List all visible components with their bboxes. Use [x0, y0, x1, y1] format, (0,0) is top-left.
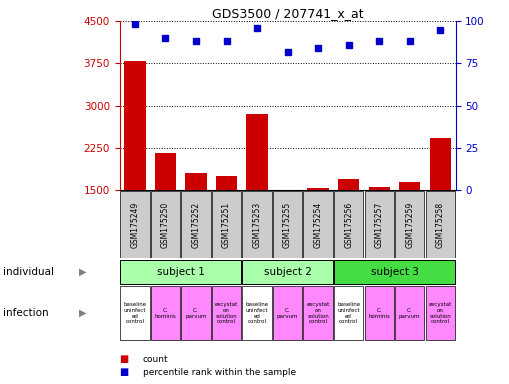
- Bar: [273, 286, 302, 340]
- Title: GDS3500 / 207741_x_at: GDS3500 / 207741_x_at: [212, 7, 363, 20]
- Bar: [426, 286, 455, 340]
- Bar: [334, 286, 363, 340]
- Text: GSM175253: GSM175253: [252, 201, 262, 248]
- Text: GSM175255: GSM175255: [283, 201, 292, 248]
- Text: subject 1: subject 1: [157, 267, 205, 277]
- Bar: [181, 286, 211, 340]
- Text: GSM175256: GSM175256: [344, 201, 353, 248]
- Bar: [430, 138, 451, 190]
- Bar: [120, 191, 150, 258]
- Bar: [242, 191, 272, 258]
- Text: baseline
uninfect
ed
control: baseline uninfect ed control: [245, 302, 269, 324]
- Text: GSM175258: GSM175258: [436, 201, 445, 248]
- Bar: [155, 154, 176, 190]
- Text: GSM175251: GSM175251: [222, 201, 231, 248]
- Text: excystat
on
solution
control: excystat on solution control: [215, 302, 238, 324]
- Text: infection: infection: [3, 308, 48, 318]
- Text: GSM175254: GSM175254: [314, 201, 323, 248]
- Text: GSM175250: GSM175250: [161, 201, 170, 248]
- Bar: [364, 191, 394, 258]
- Bar: [395, 286, 425, 340]
- Text: ▶: ▶: [79, 267, 87, 277]
- Text: excystat
on
solution
control: excystat on solution control: [306, 302, 330, 324]
- Bar: [120, 260, 241, 284]
- Bar: [216, 176, 237, 190]
- Text: individual: individual: [3, 267, 53, 277]
- Bar: [364, 286, 394, 340]
- Text: ▶: ▶: [79, 308, 87, 318]
- Text: C.
hominis: C. hominis: [155, 308, 176, 319]
- Bar: [338, 179, 359, 190]
- Text: percentile rank within the sample: percentile rank within the sample: [143, 368, 296, 377]
- Bar: [212, 286, 241, 340]
- Text: excystat
on
solution
control: excystat on solution control: [429, 302, 452, 324]
- Text: GSM175252: GSM175252: [191, 201, 201, 248]
- Bar: [399, 182, 420, 190]
- Bar: [246, 114, 268, 190]
- Text: C.
hominis: C. hominis: [369, 308, 390, 319]
- Bar: [395, 191, 425, 258]
- Text: GSM175249: GSM175249: [130, 201, 139, 248]
- Bar: [124, 61, 146, 190]
- Bar: [242, 286, 272, 340]
- Text: ■: ■: [120, 367, 129, 377]
- Text: C.
parvum: C. parvum: [277, 308, 298, 319]
- Text: GSM175259: GSM175259: [405, 201, 414, 248]
- Bar: [369, 187, 390, 190]
- Bar: [242, 260, 333, 284]
- Bar: [334, 260, 455, 284]
- Bar: [303, 286, 333, 340]
- Text: subject 2: subject 2: [264, 267, 312, 277]
- Text: count: count: [143, 354, 168, 364]
- Bar: [334, 191, 363, 258]
- Bar: [307, 189, 329, 190]
- Bar: [151, 191, 180, 258]
- Text: ■: ■: [120, 354, 129, 364]
- Text: subject 3: subject 3: [371, 267, 418, 277]
- Text: GSM175257: GSM175257: [375, 201, 384, 248]
- Text: baseline
uninfect
ed
control: baseline uninfect ed control: [123, 302, 147, 324]
- Bar: [185, 173, 207, 190]
- Bar: [212, 191, 241, 258]
- Bar: [120, 286, 150, 340]
- Bar: [181, 191, 211, 258]
- Bar: [426, 191, 455, 258]
- Bar: [273, 191, 302, 258]
- Bar: [303, 191, 333, 258]
- Text: baseline
uninfect
ed
control: baseline uninfect ed control: [337, 302, 360, 324]
- Text: C.
parvum: C. parvum: [185, 308, 207, 319]
- Text: C.
parvum: C. parvum: [399, 308, 420, 319]
- Bar: [151, 286, 180, 340]
